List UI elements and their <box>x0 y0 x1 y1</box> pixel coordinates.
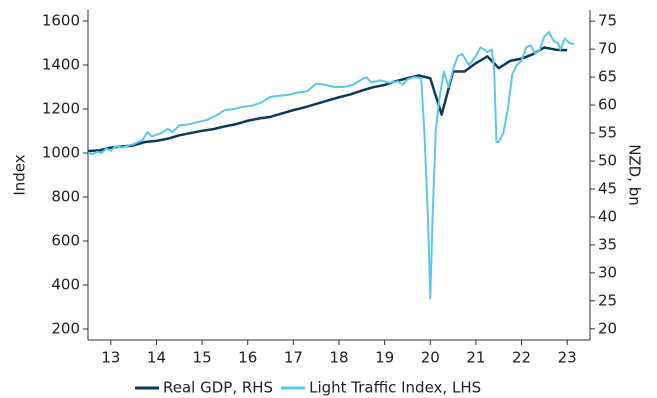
y2-tick-label: 55 <box>598 124 617 142</box>
legend-label: Light Traffic Index, LHS <box>309 379 481 397</box>
x-tick-label: 15 <box>193 349 212 367</box>
y2-tick-label: 70 <box>598 40 617 58</box>
y-tick-label: 1000 <box>42 144 80 162</box>
y2-axis-label: NZD, bn <box>626 144 644 206</box>
y-tick-label: 1400 <box>42 56 80 74</box>
x-tick-label: 14 <box>147 349 166 367</box>
y2-tick-label: 35 <box>598 235 617 253</box>
x-tick-label: 13 <box>101 349 120 367</box>
y2-tick-label: 40 <box>598 207 617 225</box>
y-tick-label: 400 <box>51 276 80 294</box>
x-tick-label: 23 <box>558 349 577 367</box>
x-tick-label: 21 <box>466 349 485 367</box>
y2-tick-label: 20 <box>598 319 617 337</box>
legend-label: Real GDP, RHS <box>163 379 273 397</box>
series-line <box>87 46 568 153</box>
y-tick-label: 800 <box>51 188 80 206</box>
x-tick-label: 22 <box>512 349 531 367</box>
x-tick-label: 18 <box>329 349 348 367</box>
y-tick-label: 1600 <box>42 12 80 30</box>
y2-tick-label: 65 <box>598 68 617 86</box>
x-tick-label: 17 <box>284 349 303 367</box>
y-tick-label: 1200 <box>42 100 80 118</box>
x-tick-label: 16 <box>238 349 257 367</box>
y2-tick-label: 45 <box>598 179 617 197</box>
y2-tick-label: 30 <box>598 263 617 281</box>
y2-tick-label: 50 <box>598 152 617 170</box>
x-tick-label: 19 <box>375 349 394 367</box>
x-tick-label: 20 <box>421 349 440 367</box>
y2-tick-label: 75 <box>598 12 617 30</box>
y2-tick-label: 60 <box>598 96 617 114</box>
y-axis-label: Index <box>11 154 29 195</box>
y-tick-label: 600 <box>51 232 80 250</box>
y2-tick-label: 25 <box>598 291 617 309</box>
y-tick-label: 200 <box>51 320 80 338</box>
series-line <box>87 31 575 300</box>
